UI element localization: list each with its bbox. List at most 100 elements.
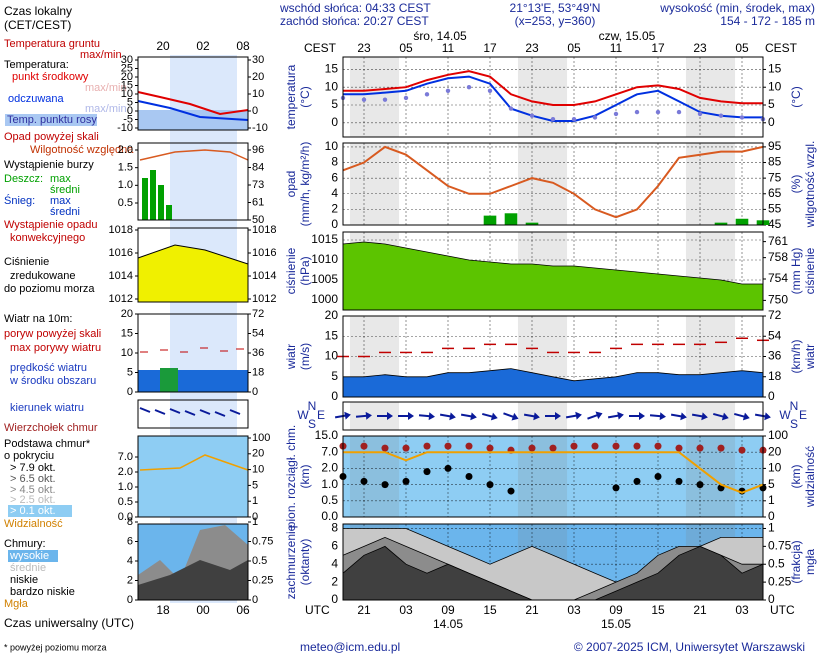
panel: zachmurzenie (oktanty) (frakcja) mgła 0 2 4 6 8 0… [284,521,817,607]
utc-tick-label: 21 [693,603,707,617]
series-dot [465,473,473,480]
mini-tick-label: 1016 [252,247,276,259]
legend-text: Temp. punktu rosy [7,114,97,126]
mini-tick-label: 0 [252,511,258,523]
utc-tick-label: 03 [399,603,413,617]
utc-tick-label: 03 [567,603,581,617]
mini-tick-label: 20 [121,71,133,83]
y-tick-label: 6 [331,539,338,553]
legend-text: max porywy wiatru [10,342,101,354]
wind-arrow [565,411,582,420]
mini-tick-label: 4 [127,555,133,567]
legend-text: kierunek wiatru [10,402,84,414]
mini-tick-label: 25 [121,62,133,74]
mini-tick-label: 20 [252,71,264,83]
y2-tick-label: 754 [768,271,788,285]
y-tick-label: 0 [331,115,338,129]
y-axis-title: zachmurzenie [284,524,298,599]
wind-arrow [607,411,624,420]
y-tick-label: 5 [331,369,338,383]
series-dot [612,484,620,492]
mini-tick-label: 2.0 [118,466,133,478]
y2-tick-label: 85 [768,155,782,169]
legend-text: Temperatura: [4,59,69,71]
arrow-head [344,411,351,420]
date: czw, 15.05 [599,29,656,43]
legend-text: > 0.1 okt. [10,505,56,517]
mini-time: 02 [196,39,210,53]
y2-axis-title: mgła [803,549,817,575]
y2-axis-title: (frakcja) [789,540,803,583]
mini-tick-label: 73 [252,179,264,191]
y-tick-label: 0.5 [321,493,338,507]
y2-axis-title: (km) [789,465,803,489]
y2-tick-label: 0 [768,389,775,403]
mini-tick-label: 61 [252,196,264,208]
series-dot [486,444,494,452]
arrow-head [575,411,582,420]
elevation-title: wysokość (min, środek, max) [659,1,815,15]
legend-text: Opad powyżej skali [4,131,99,143]
y2-axis-title: (km/h) [789,340,803,374]
y2-axis-title: wilgotność wzgl. [803,141,817,229]
legend-text: > 4.5 okt. [10,484,56,496]
y2-tick-label: 18 [768,369,782,383]
arrow-head [555,412,561,420]
bar [525,222,539,225]
mini-tick-label: 15 [121,79,133,91]
y-tick-label: 8 [331,155,338,169]
compass-label: S [308,417,316,431]
mini-tick-label: 0.5 [118,496,133,508]
y-tick-label: 4 [331,556,338,570]
y2-axis-title: (mm Hg) [789,248,803,295]
mini-tick-label: -10 [117,122,133,134]
utc-tick-label: 15 [483,603,497,617]
legend-text: wysokie [9,550,49,562]
y-tick-label: 15 [325,328,339,342]
cest-tick-label: 23 [357,41,371,55]
mini-tick-label: 1012 [252,293,276,305]
series-dot [423,468,431,476]
utc-tick-label: 21 [525,603,539,617]
legend-text: > 7.9 okt. [10,462,56,474]
y-tick-label: 0 [331,217,338,231]
footnote: * powyżej poziomu morza [4,642,107,652]
y-axis-title: wiatr [284,344,298,370]
y2-tick-label: 5 [768,477,775,491]
coords: 21°13'E, 53°49'N [510,1,601,15]
email[interactable]: meteo@icm.edu.pl [300,640,400,654]
series-area [342,368,764,398]
cest-tick-label: 17 [651,41,665,55]
mini-tick-label: 100 [252,432,270,444]
mini-tick-label: 1016 [109,247,133,259]
y-axis-title: (oktanty) [298,539,312,586]
mini-tick-label: 18 [252,366,264,378]
wind-arrow [460,412,477,421]
series-dot [381,481,389,489]
cest-tick-label: 23 [525,41,539,55]
night-band [349,57,400,137]
series-dot [654,473,662,480]
mini-tick-label: 5 [127,96,133,108]
arrow-head [701,412,708,421]
night-band [349,436,400,517]
y2-tick-label: 95 [768,139,782,153]
mini-time: 00 [196,603,210,617]
y-tick-label: 1010 [311,252,338,266]
series-dot [549,444,557,452]
mini-tick-label: 0.25 [252,574,273,586]
wind-arrow [734,412,750,421]
y2-tick-label: 0 [768,509,775,523]
legend-text: prędkość wiatru [10,362,87,374]
series-dot [655,109,661,115]
series-dot [696,444,704,452]
utc-tick-label: 09 [441,603,455,617]
cest-tick-label: 17 [483,41,497,55]
series-dot [444,442,452,450]
mini-tick-label: 72 [252,308,264,320]
sunset: zachód słońca: 20:27 CEST [280,14,429,28]
arrow-head [595,411,603,420]
